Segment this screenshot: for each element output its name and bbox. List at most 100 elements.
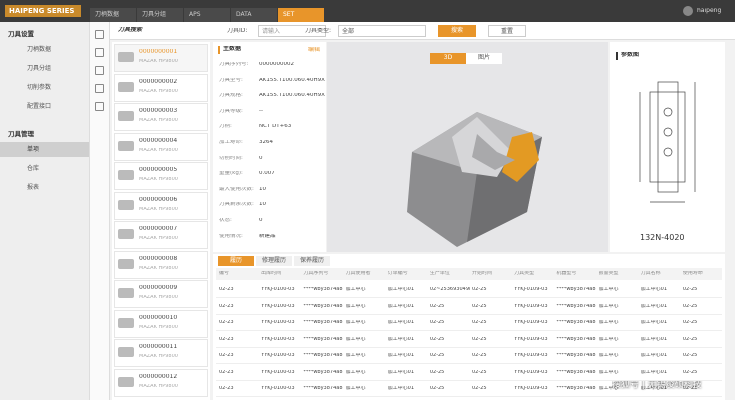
nav-tab[interactable]: DATA [231,8,277,22]
table-cell: 加工中心 [345,336,366,342]
sidebar [0,22,90,400]
reset-button[interactable]: 重置 [488,25,526,37]
nav-tab[interactable]: APS [184,8,230,22]
table-cell: 加工中心01 [640,386,668,391]
table-cell: ****wby3874a8 [556,320,596,325]
table-cell: YYKJ-0100-03 [261,369,295,375]
tool-id: 0000000001 [139,49,178,55]
tool-id: 0000000008 [139,255,178,262]
table-cell: YYKJ-0100-03 [261,303,295,309]
field-value: 新建品 [259,233,276,239]
field-label: 最大使用次数: [219,186,254,192]
column-header: 刀具名称 [640,271,661,276]
tool-id: 0000000003 [139,108,178,114]
main-data-title: 主数据 [218,46,258,54]
tool-icon[interactable] [95,102,104,111]
tool-desc: MAZAK HP9800 [139,206,178,212]
field-label: 使用情况: [219,233,243,239]
field-value: 0000000002 [259,62,294,67]
nav-tab[interactable]: SET [278,8,324,22]
table-cell: ****wby3874a8 [303,386,343,391]
tool-item[interactable] [114,221,208,249]
user-name[interactable]: haipeng [697,8,722,14]
tool-icon[interactable] [95,48,104,57]
tool-item[interactable] [114,103,208,131]
tool-item[interactable] [114,73,208,102]
table-cell: YYKJ-0100-03 [261,287,295,292]
table-cell: 加工中心01 [387,369,415,375]
table-cell: 02-25 [472,303,487,309]
table-cell: 02-25 [429,303,445,309]
sidebar-item[interactable]: 仓库 [27,165,40,172]
tool-item[interactable] [114,250,208,279]
history-tab[interactable]: 保养履历 [294,256,330,266]
table-cell: ****wby3874a8 [556,369,596,375]
tool-item[interactable] [114,191,208,220]
sidebar-item[interactable]: 切削参数 [27,84,52,91]
view-toggle[interactable]: 图片 [466,53,502,64]
table-cell: 加工中心01 [387,303,415,309]
field-label: 刀具等级: [219,108,243,114]
sidebar-item[interactable]: 单项 [0,142,89,157]
column-header: 订单编号 [387,271,408,276]
view-toggle[interactable]: 3D [430,53,466,64]
field-value: 10 [259,186,266,192]
tool-desc: MAZAK HP9800 [139,236,178,241]
nav-tab[interactable]: 刀具分组 [137,8,183,22]
field-value: -- [259,108,263,114]
search-bar [110,22,735,40]
tool-icon[interactable] [95,66,104,75]
tool-item[interactable] [114,162,208,190]
sidebar-group[interactable]: 刀具管理 [8,130,34,138]
edit-link[interactable]: 编辑 [308,47,321,53]
table-cell: 02-25 [472,369,487,375]
tool-item[interactable] [114,309,208,338]
table-header-bg [216,268,722,280]
history-tab[interactable]: 修理履历 [256,256,292,266]
icon-column [90,22,110,400]
tool-id: 0000000005 [139,167,178,173]
table-cell: ****wby3874a8 [303,353,343,358]
table-cell: 加工中心01 [640,287,668,292]
column-header: 报警类型 [598,271,619,276]
tool-thumb [118,199,134,210]
tool-icon[interactable] [95,30,104,39]
tool-desc: MAZAK HP9800 [139,295,178,300]
tool-item[interactable] [114,132,208,161]
table-cell: 02-25 [429,386,445,391]
field-label: 切削时间: [219,155,243,161]
sidebar-item[interactable]: 配置接口 [27,103,52,110]
type-select[interactable]: 全部 [338,25,426,37]
table-cell: 加工中心01 [640,303,668,309]
sidebar-item[interactable]: 刀柄数据 [27,46,52,53]
tool-icon[interactable] [95,84,104,93]
tool-id: 0000000010 [139,314,178,321]
row-divider [216,379,722,381]
tool-item[interactable] [114,280,208,308]
tool-desc: MAZAK HP9800 [139,383,178,389]
tool-id: 0000000009 [139,285,178,291]
sidebar-item[interactable]: 报表 [27,184,40,191]
nav-tab[interactable]: 刀柄数据 [90,8,136,22]
tool-item[interactable] [114,368,208,397]
row-divider [216,363,722,364]
param-title: 参数图 [616,52,656,60]
field-value: 10 [259,202,266,208]
logo: HAIPENG SERIES [5,5,81,17]
type-label: 刀具类型: [305,28,332,34]
id-input[interactable]: 请输入 [258,25,326,37]
table-cell: 02-25 [682,303,698,309]
tool-thumb [118,170,134,180]
tool-thumb [118,376,134,387]
table-cell: 加工中心 [598,386,619,391]
sidebar-group[interactable]: 刀具设置 [8,30,34,38]
table-cell: 02-25 [682,336,698,342]
column-header: 使用寿命 [682,271,703,276]
history-tab[interactable]: 履历 [218,256,254,266]
table-cell: 加工中心01 [640,369,668,375]
tool-item[interactable] [114,339,208,367]
sidebar-item[interactable]: 刀具分组 [27,65,52,72]
column-header: 出库时间 [261,271,282,276]
search-button[interactable]: 搜索 [438,25,476,37]
tool-desc: MAZAK HP9800 [139,59,178,64]
